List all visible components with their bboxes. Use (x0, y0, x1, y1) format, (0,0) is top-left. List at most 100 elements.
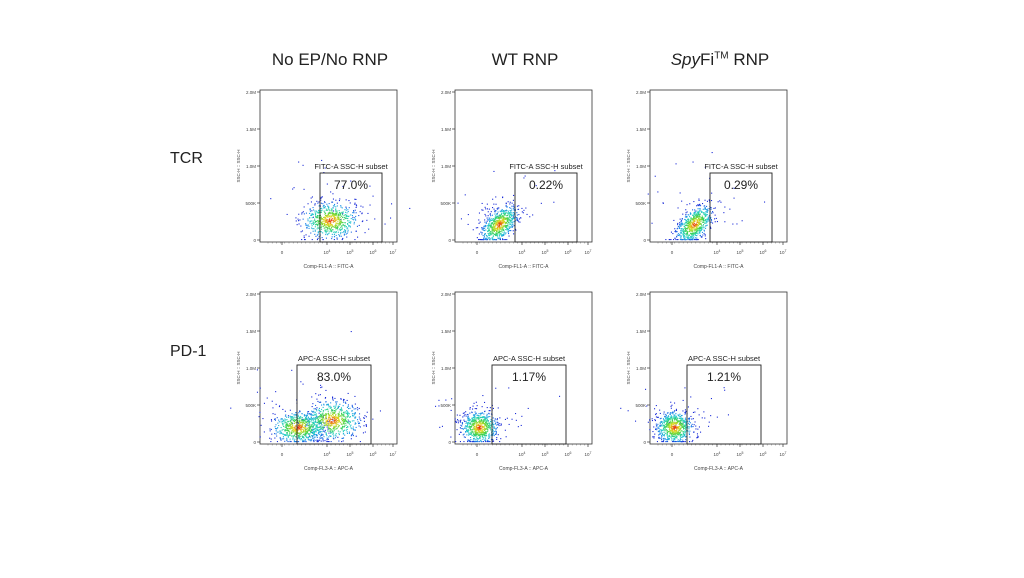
event-dot (681, 228, 683, 230)
event-dot (352, 216, 354, 218)
gate-box[interactable] (686, 364, 762, 445)
event-dot (486, 236, 488, 238)
event-dot (559, 395, 561, 397)
event-dot (672, 427, 674, 429)
event-dot (288, 420, 290, 422)
event-dot (281, 438, 283, 440)
event-dot (482, 421, 484, 423)
event-dot (329, 407, 331, 409)
event-dot (506, 217, 508, 219)
gate-box[interactable] (709, 172, 773, 243)
event-dot (698, 208, 700, 210)
event-dot (355, 212, 357, 214)
event-dot (319, 411, 321, 413)
event-dot (290, 424, 292, 426)
event-dot (488, 433, 490, 435)
event-dot (499, 223, 501, 225)
event-dot (330, 214, 332, 216)
event-dot (697, 205, 699, 207)
event-dot (490, 429, 492, 431)
event-dot (309, 425, 311, 427)
event-dot (674, 441, 676, 443)
event-dot (320, 413, 322, 415)
event-dot (342, 430, 344, 432)
event-dot (687, 225, 689, 227)
event-dot (351, 428, 353, 430)
event-dot (307, 427, 309, 429)
event-dot (492, 426, 494, 428)
event-dot (693, 424, 695, 426)
gate-box[interactable] (296, 364, 372, 445)
event-dot (467, 426, 469, 428)
event-dot (681, 426, 683, 428)
event-dot (504, 210, 506, 212)
event-dot (700, 211, 702, 213)
event-dot (694, 233, 696, 235)
event-dot (347, 227, 349, 229)
event-dot (339, 431, 341, 433)
event-dot (506, 417, 508, 419)
event-dot (304, 434, 306, 436)
event-dot (358, 215, 360, 217)
event-dot (659, 433, 661, 435)
event-dot (680, 231, 682, 233)
event-dot (340, 427, 342, 429)
event-dot (472, 439, 474, 441)
event-dot (341, 227, 343, 229)
event-dot (480, 419, 482, 421)
event-dot (332, 431, 334, 433)
event-dot (504, 418, 506, 420)
event-dot (690, 227, 692, 229)
event-dot (676, 433, 678, 435)
event-dot (318, 205, 320, 207)
event-dot (348, 200, 350, 202)
event-dot (669, 426, 671, 428)
event-dot (675, 424, 677, 426)
x-tick-label: 105 (347, 451, 354, 457)
event-dot (326, 424, 328, 426)
event-dot (677, 420, 679, 422)
event-dot (343, 222, 345, 224)
event-dot (310, 414, 312, 416)
gate-box[interactable] (514, 172, 578, 243)
event-dot (466, 434, 468, 436)
event-dot (491, 237, 493, 239)
event-dot (500, 223, 502, 225)
event-dot (487, 215, 489, 217)
event-dot (673, 433, 675, 435)
gate-box[interactable] (491, 364, 567, 445)
event-dot (665, 414, 667, 416)
event-dot (327, 430, 329, 432)
event-dot (306, 420, 308, 422)
event-dot (481, 426, 483, 428)
event-dot (318, 409, 320, 411)
event-dot (327, 234, 329, 236)
event-dot (312, 207, 314, 209)
event-dot (317, 202, 319, 204)
event-dot (329, 230, 331, 232)
event-dot (302, 429, 304, 431)
title-tail: RNP (728, 50, 770, 69)
event-dot (521, 211, 523, 213)
event-dot (288, 423, 290, 425)
event-dot (677, 420, 679, 422)
event-dot (678, 414, 680, 416)
event-dot (321, 237, 323, 239)
event-dot (332, 201, 334, 203)
event-dot (690, 426, 692, 428)
event-dot (333, 221, 335, 223)
gate-box[interactable] (319, 172, 383, 243)
event-dot (297, 432, 299, 434)
event-dot (459, 421, 461, 423)
event-dot (665, 417, 667, 419)
event-dot (276, 435, 278, 437)
event-dot (501, 227, 503, 229)
event-dot (692, 209, 694, 211)
event-dot (661, 434, 663, 436)
event-dot (348, 225, 350, 227)
event-dot (473, 431, 475, 433)
event-dot (696, 437, 698, 439)
event-dot (330, 229, 332, 231)
event-dot (673, 427, 675, 429)
